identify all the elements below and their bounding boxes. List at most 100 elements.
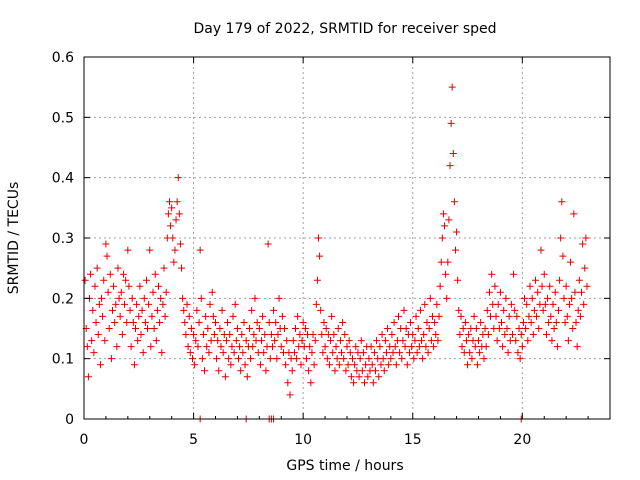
axis-ticks: 0 0.1 0.2 0.3 0.4 0.5 0.6 0 5 10 15 20: [52, 50, 610, 448]
data-point: [475, 337, 482, 345]
data-point: [453, 228, 461, 236]
data-point: [185, 312, 193, 320]
data-point: [421, 300, 429, 308]
data-point: [339, 318, 347, 326]
data-point: [377, 361, 385, 369]
data-point: [114, 264, 122, 272]
data-point: [309, 331, 317, 339]
data-point: [168, 204, 176, 212]
data-point: [222, 337, 230, 345]
data-point: [581, 264, 589, 272]
data-point: [162, 288, 170, 296]
data-point: [334, 325, 342, 332]
data-point: [492, 312, 500, 320]
data-point: [379, 355, 387, 363]
data-point: [510, 270, 518, 278]
data-point: [253, 318, 261, 326]
data-point: [356, 355, 364, 363]
data-point: [96, 361, 104, 369]
data-point: [102, 240, 110, 248]
data-point: [103, 252, 111, 260]
data-point: [521, 294, 529, 302]
data-point: [286, 391, 294, 399]
data-point: [271, 337, 279, 345]
data-point: [368, 361, 376, 369]
data-point: [412, 312, 420, 320]
data-point: [210, 331, 218, 339]
data-point: [91, 282, 99, 290]
data-point: [370, 349, 378, 357]
data-point: [88, 337, 96, 345]
data-point: [441, 222, 449, 230]
data-point: [294, 312, 302, 320]
data-point: [214, 337, 222, 345]
data-point: [449, 150, 457, 158]
data-point: [345, 337, 353, 345]
data-point: [236, 343, 244, 351]
data-point: [546, 282, 554, 290]
data-point: [311, 337, 319, 345]
data-point: [293, 355, 301, 363]
data-point: [148, 312, 156, 320]
data-point: [268, 343, 276, 351]
data-point: [371, 367, 379, 375]
data-point: [411, 337, 419, 345]
data-point: [582, 234, 590, 242]
data-point: [307, 379, 315, 387]
data-point: [373, 337, 381, 345]
data-point: [480, 355, 488, 363]
data-point: [219, 349, 227, 357]
data-point: [451, 246, 459, 254]
data-point: [288, 367, 296, 375]
data-point: [579, 240, 587, 248]
data-point: [352, 343, 360, 351]
data-point: [407, 318, 415, 326]
y-tick-label: 0.2: [52, 291, 74, 307]
data-point: [81, 276, 89, 284]
data-point: [274, 331, 282, 339]
data-point: [410, 355, 418, 363]
data-point: [405, 349, 413, 357]
data-point: [369, 379, 377, 387]
data-point: [500, 306, 508, 314]
data-point: [409, 331, 417, 339]
data-point: [135, 312, 143, 320]
data-point: [160, 264, 168, 272]
data-point: [450, 198, 458, 206]
data-point: [428, 312, 436, 320]
data-point: [273, 355, 281, 363]
data-point: [551, 288, 559, 296]
data-point: [174, 174, 182, 182]
data-point: [392, 361, 400, 369]
x-tick-label: 5: [189, 432, 198, 448]
data-point: [395, 312, 403, 320]
data-point: [471, 343, 479, 351]
data-point: [153, 306, 161, 314]
data-point: [183, 300, 191, 308]
data-point: [408, 343, 416, 351]
data-point: [89, 306, 97, 314]
data-point: [419, 355, 427, 363]
data-point: [212, 318, 219, 326]
data-point: [552, 318, 560, 326]
data-point: [503, 325, 511, 332]
data-point: [547, 312, 555, 320]
data-point: [291, 325, 299, 332]
data-point: [331, 367, 339, 375]
data-point: [235, 355, 243, 363]
data-point: [494, 300, 502, 308]
data-point: [431, 318, 439, 326]
data-point: [305, 367, 313, 375]
data-point: [159, 300, 167, 308]
data-point: [266, 355, 274, 363]
data-point: [534, 288, 542, 296]
data-point: [255, 325, 263, 332]
data-point: [240, 318, 248, 326]
data-point: [318, 331, 326, 339]
data-point: [150, 325, 158, 332]
data-point: [207, 337, 215, 345]
data-point: [430, 343, 438, 351]
data-point: [98, 294, 106, 302]
data-point: [488, 270, 496, 278]
data-point: [316, 252, 324, 260]
